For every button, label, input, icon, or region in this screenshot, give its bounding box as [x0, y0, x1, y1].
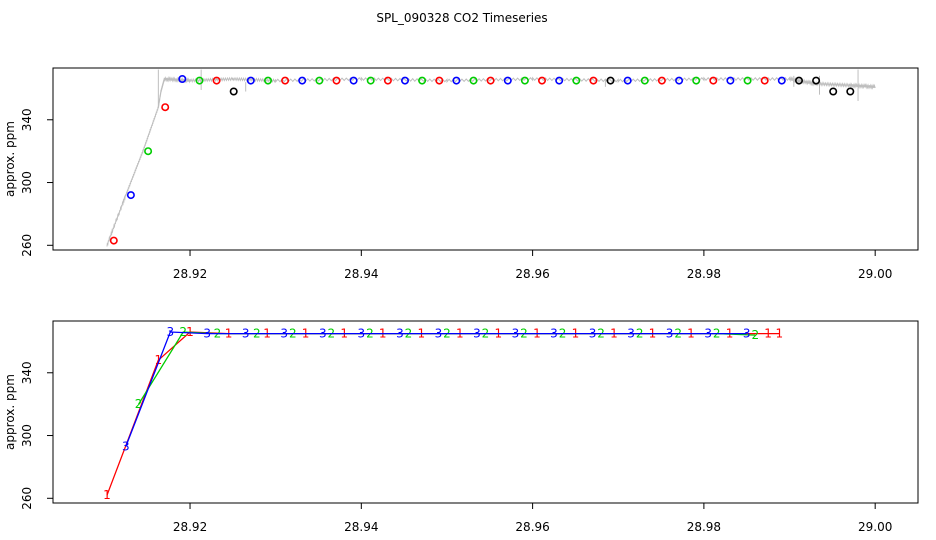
data-point — [829, 87, 838, 96]
data-point — [366, 76, 375, 85]
y-tick-label: 340 — [20, 361, 34, 384]
data-point — [400, 76, 409, 85]
data-point — [640, 76, 649, 85]
x-tick-label: 28.96 — [515, 267, 549, 281]
data-point — [777, 76, 786, 85]
data-point — [246, 76, 255, 85]
data-point — [418, 76, 427, 85]
data-point — [486, 76, 495, 85]
data-point — [675, 76, 684, 85]
series-marker-3: 3 — [704, 327, 712, 341]
series-line-2 — [138, 331, 756, 405]
panel-top: 28.92 28.94 28.96 28.98 29.00 260 300 340approx… — [3, 67, 919, 281]
series-marker-3: 3 — [319, 327, 327, 341]
series-marker-3: 3 — [396, 327, 404, 341]
data-point — [349, 76, 358, 85]
data-point — [606, 76, 615, 85]
series-marker-3: 3 — [512, 327, 520, 341]
x-tick-label: 28.92 — [173, 520, 207, 534]
series-marker-3: 3 — [743, 327, 751, 341]
data-point — [126, 191, 135, 200]
series-marker-3: 3 — [357, 327, 365, 341]
series-marker-1: 1 — [764, 327, 772, 341]
series-marker-3: 3 — [473, 327, 481, 341]
data-point — [229, 87, 238, 96]
data-point — [623, 76, 632, 85]
series-marker-1: 1 — [154, 353, 162, 367]
data-point — [383, 76, 392, 85]
series-marker-3: 3 — [589, 327, 597, 341]
y-tick-label: 300 — [20, 424, 34, 447]
series-marker-3: 3 — [122, 440, 130, 454]
y-axis-label: approx. ppm — [3, 121, 17, 197]
data-point — [794, 76, 803, 85]
series-marker-3: 3 — [666, 327, 674, 341]
data-point — [298, 76, 307, 85]
data-point — [760, 76, 769, 85]
series-marker-3: 3 — [435, 327, 443, 341]
series-marker-3: 3 — [550, 327, 558, 341]
data-point — [452, 76, 461, 85]
x-tick-label: 28.96 — [515, 520, 549, 534]
plot-frame — [52, 67, 919, 251]
data-point — [212, 76, 221, 85]
data-point — [846, 87, 855, 96]
data-point — [743, 76, 752, 85]
y-axis-label: approx. ppm — [3, 374, 17, 450]
data-point — [161, 103, 170, 112]
chart-title: SPL_090328 CO2 Timeseries — [376, 11, 547, 25]
series-marker-3: 3 — [242, 327, 250, 341]
panel-bottom: 28.92 28.94 28.96 28.98 29.00 260 300 340approx… — [3, 320, 919, 534]
data-point — [555, 76, 564, 85]
data-point — [469, 76, 478, 85]
x-tick-label: 28.98 — [687, 267, 721, 281]
y-tick-label: 300 — [20, 171, 34, 194]
data-point — [589, 76, 598, 85]
x-tick-label: 28.98 — [687, 520, 721, 534]
data-point — [726, 76, 735, 85]
data-point — [709, 76, 718, 85]
data-point — [144, 147, 153, 156]
x-tick-label: 28.94 — [344, 520, 378, 534]
series-line-3 — [125, 331, 747, 447]
data-point — [692, 76, 701, 85]
trace-line — [106, 75, 876, 247]
series-marker-3: 3 — [280, 327, 288, 341]
series-marker-1: 1 — [103, 488, 111, 502]
data-point — [812, 76, 821, 85]
data-point — [315, 76, 324, 85]
series-marker-2: 2 — [135, 397, 143, 411]
data-point — [657, 76, 666, 85]
series-line-1 — [106, 331, 780, 496]
y-tick-label: 260 — [20, 487, 34, 510]
series-marker-3: 3 — [203, 327, 211, 341]
series-marker-3: 3 — [627, 327, 635, 341]
data-point — [435, 76, 444, 85]
data-point — [520, 76, 529, 85]
y-tick-label: 260 — [20, 234, 34, 257]
data-point — [109, 236, 118, 245]
x-tick-label: 28.92 — [173, 267, 207, 281]
data-point — [195, 76, 204, 85]
data-point — [178, 75, 187, 84]
data-point — [537, 76, 546, 85]
series-marker-1: 1 — [775, 327, 783, 341]
x-tick-label: 29.00 — [858, 520, 892, 534]
data-point — [332, 76, 341, 85]
data-point — [572, 76, 581, 85]
data-point — [263, 76, 272, 85]
y-tick-label: 340 — [20, 108, 34, 131]
x-tick-label: 28.94 — [344, 267, 378, 281]
data-point — [503, 76, 512, 85]
x-tick-label: 29.00 — [858, 267, 892, 281]
plot-frame — [52, 320, 919, 504]
series-marker-3: 3 — [166, 325, 174, 339]
data-point — [281, 76, 290, 85]
series-marker-2: 2 — [751, 328, 759, 342]
